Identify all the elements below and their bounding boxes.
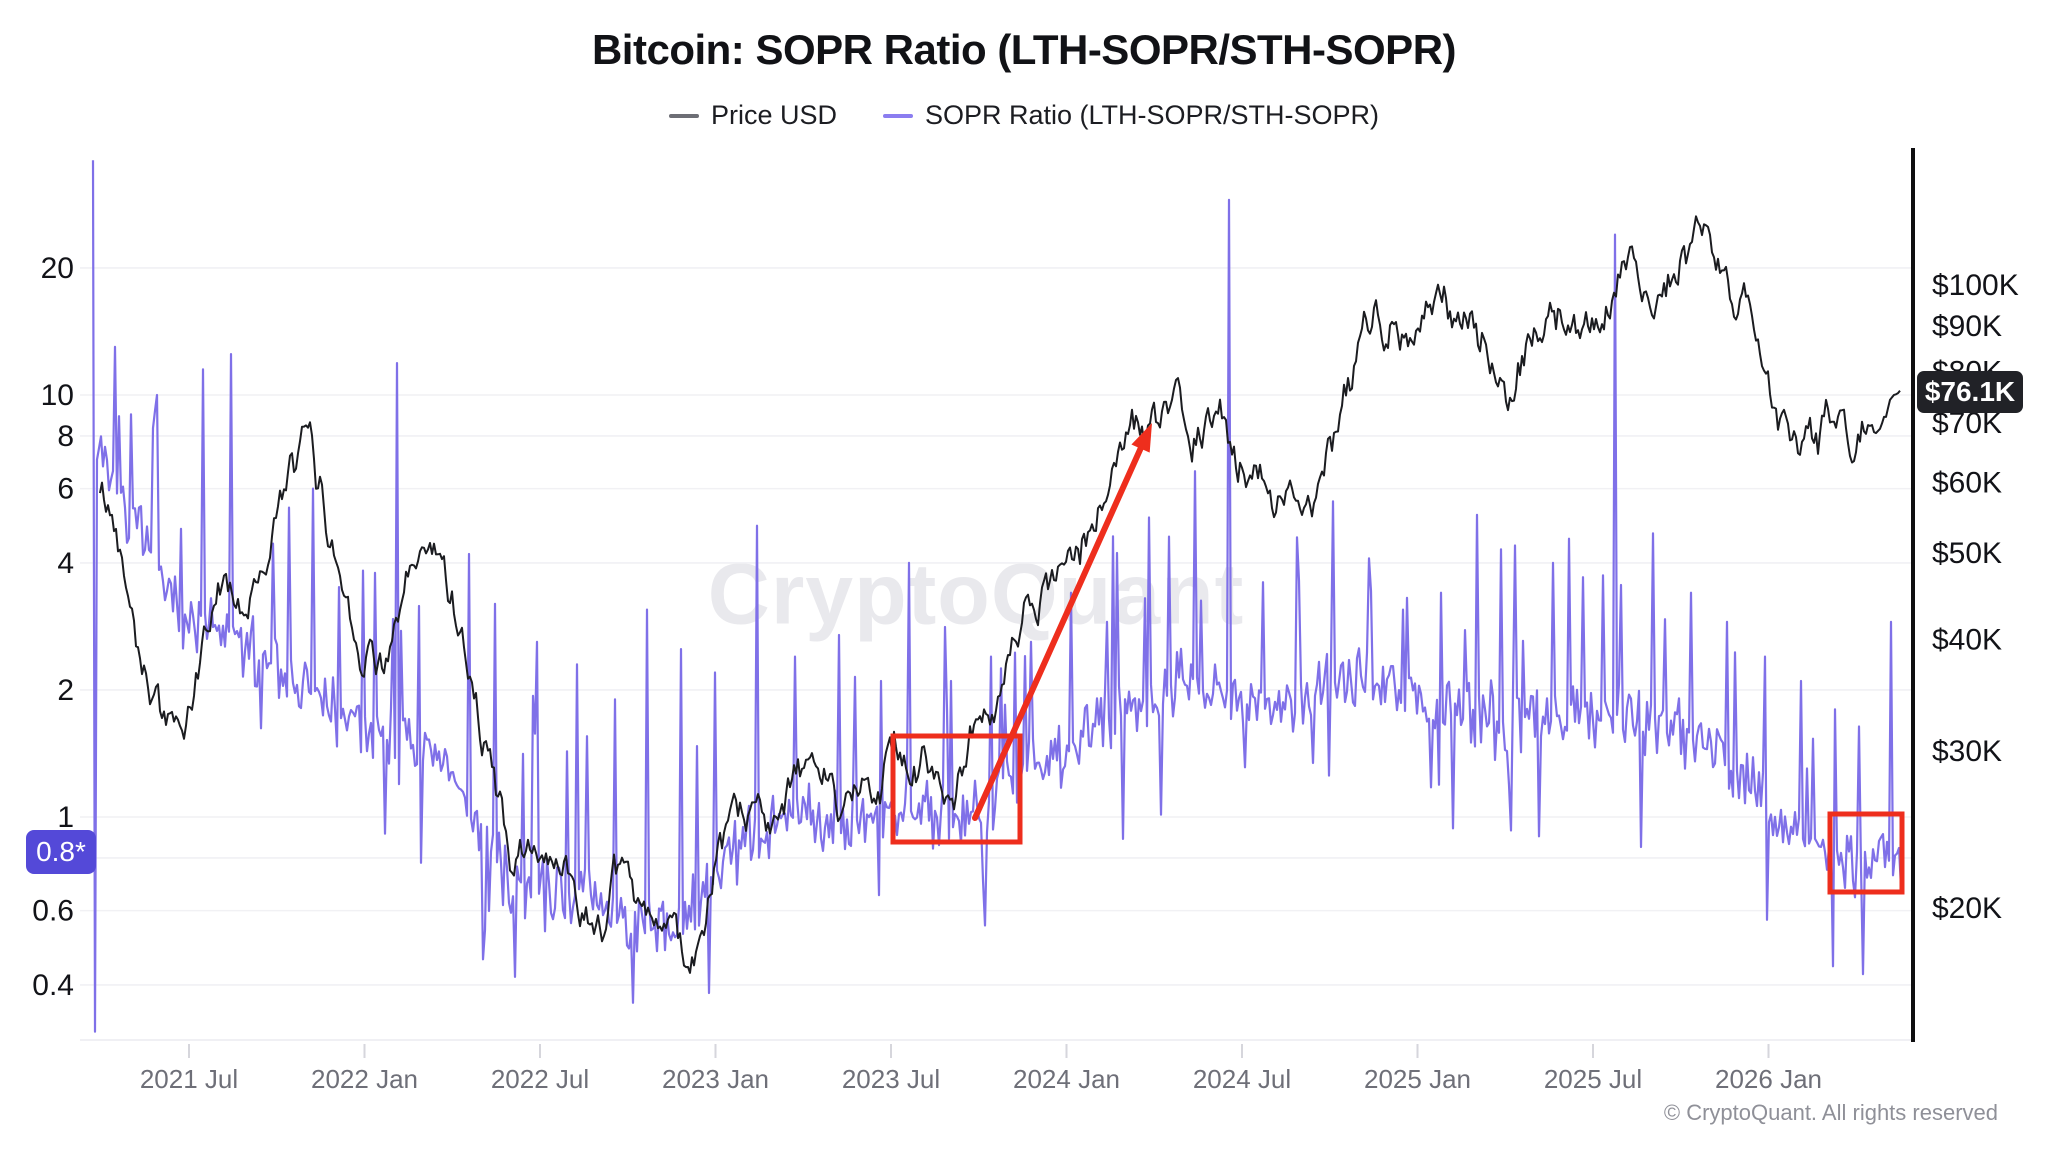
x-axis-label: 2026 Jan	[1715, 1064, 1822, 1094]
x-axis-label: 2021 Jul	[140, 1064, 238, 1094]
right-axis-tick: $50K	[1932, 537, 2002, 570]
annotation-arrow-head-icon	[1131, 423, 1152, 453]
chart-legend: Price USD SOPR Ratio (LTH-SOPR/STH-SOPR)	[0, 100, 2048, 131]
left-axis-tick: 10	[41, 379, 74, 412]
legend-label-sopr: SOPR Ratio (LTH-SOPR/STH-SOPR)	[924, 100, 1380, 130]
annotation-arrow-shaft	[972, 440, 1147, 821]
sopr-current-badge-label: 0.8*	[36, 836, 86, 867]
legend-item-price[interactable]: Price USD	[668, 100, 837, 131]
left-axis-tick: 8	[57, 420, 74, 453]
right-axis-tick: $100K	[1932, 269, 2019, 302]
sopr-line-swatch-icon	[882, 113, 913, 118]
legend-label-price: Price USD	[710, 100, 837, 130]
x-axis-label: 2022 Jan	[311, 1064, 418, 1094]
left-axis-tick: 1	[57, 801, 74, 834]
x-axis-label: 2023 Jul	[842, 1064, 940, 1094]
page-title: Bitcoin: SOPR Ratio (LTH-SOPR/STH-SOPR)	[591, 26, 1457, 73]
price-current-badge	[1917, 371, 2023, 413]
right-axis-tick: $20K	[1932, 892, 2002, 925]
x-axis-label: 2022 Jul	[491, 1064, 589, 1094]
x-axis-label: 2024 Jan	[1013, 1064, 1120, 1094]
legend-item-sopr[interactable]: SOPR Ratio (LTH-SOPR/STH-SOPR)	[882, 100, 1380, 131]
annotation-box-2	[1827, 811, 1905, 895]
sopr-current-badge	[26, 830, 96, 874]
x-axis-label: 2024 Jul	[1193, 1064, 1291, 1094]
x-axis-label: 2025 Jul	[1544, 1064, 1642, 1094]
left-axis-tick: 0.6	[32, 895, 74, 928]
price-current-badge-label: $76.1K	[1925, 376, 2015, 407]
left-axis-tick: 0.4	[32, 969, 74, 1002]
left-axis-tick: 4	[57, 547, 74, 580]
right-axis-tick: $30K	[1932, 735, 2002, 768]
price-line-swatch-icon	[668, 113, 699, 118]
left-axis-tick: 20	[41, 252, 74, 285]
copyright-text: © CryptoQuant. All rights reserved	[1663, 1100, 1998, 1125]
x-axis-label: 2023 Jan	[662, 1064, 769, 1094]
left-axis-tick: 2	[57, 674, 74, 707]
annotation-box-1	[890, 733, 1023, 845]
right-axis-tick: $60K	[1932, 467, 2002, 500]
x-axis-label: 2025 Jan	[1364, 1064, 1471, 1094]
left-axis-tick: 6	[57, 473, 74, 506]
sopr-ratio-line	[91, 160, 1903, 1033]
right-axis-tick: $40K	[1932, 624, 2002, 657]
right-axis-tick: $90K	[1932, 310, 2002, 343]
price-usd-line	[99, 215, 1901, 974]
